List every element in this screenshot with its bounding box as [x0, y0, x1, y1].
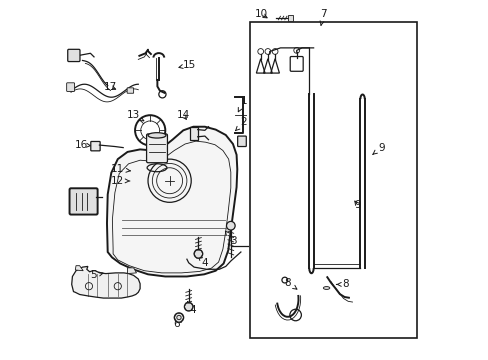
Text: 12: 12 [111, 176, 130, 186]
Text: 15: 15 [179, 60, 196, 70]
Text: 16: 16 [75, 140, 91, 150]
Ellipse shape [148, 133, 166, 138]
Ellipse shape [323, 287, 329, 289]
Bar [189, 127, 197, 140]
Text: 14: 14 [176, 110, 189, 120]
Text: 1: 1 [238, 96, 246, 112]
FancyBboxPatch shape [237, 136, 246, 147]
Text: 7: 7 [320, 9, 326, 25]
Bar [287, 15, 292, 21]
Text: 9: 9 [354, 200, 361, 210]
Text: 5: 5 [90, 270, 103, 280]
FancyBboxPatch shape [66, 83, 75, 91]
Text: 2: 2 [235, 117, 246, 131]
Polygon shape [72, 266, 140, 298]
Bar [249, 22, 416, 338]
Text: 4: 4 [187, 301, 195, 315]
Polygon shape [127, 268, 136, 274]
Polygon shape [75, 266, 83, 271]
Text: 8: 8 [336, 279, 348, 289]
Text: 13: 13 [127, 110, 143, 121]
FancyBboxPatch shape [146, 134, 167, 163]
FancyBboxPatch shape [69, 188, 98, 215]
FancyBboxPatch shape [91, 141, 100, 151]
Circle shape [226, 221, 235, 230]
FancyBboxPatch shape [68, 49, 80, 62]
Text: 10: 10 [254, 9, 267, 19]
Text: 8: 8 [284, 278, 296, 289]
Polygon shape [107, 127, 237, 276]
FancyBboxPatch shape [127, 88, 133, 93]
Text: 6: 6 [172, 317, 182, 329]
Text: 18: 18 [73, 192, 86, 205]
Text: 9: 9 [372, 143, 384, 154]
Text: 4: 4 [198, 256, 208, 268]
Circle shape [194, 249, 203, 258]
Text: 11: 11 [111, 164, 130, 174]
Circle shape [184, 302, 193, 311]
Text: 3: 3 [225, 231, 237, 246]
Text: 17: 17 [104, 82, 117, 92]
Circle shape [174, 313, 183, 322]
